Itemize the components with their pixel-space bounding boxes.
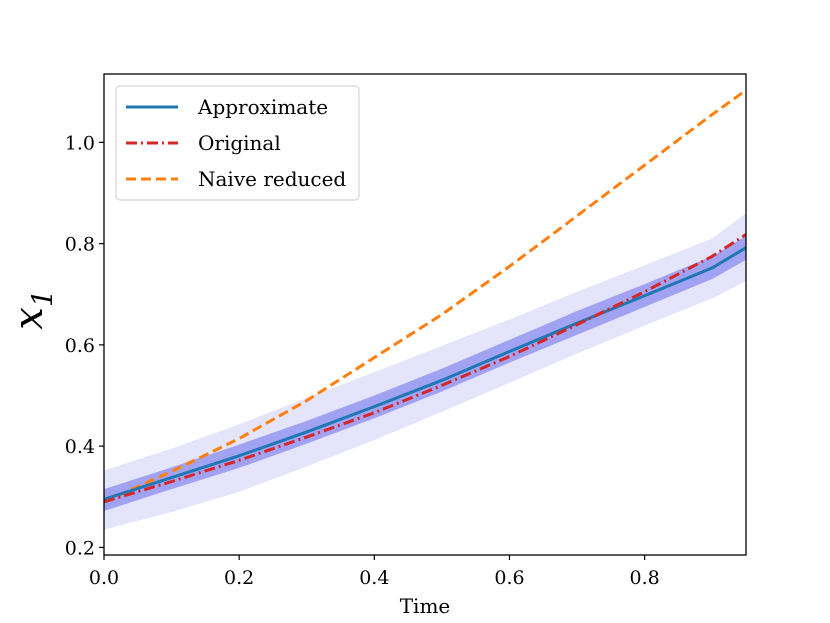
y-tick-label: 0.2 [65,537,95,559]
legend: Approximate Original Naive reduced [115,85,360,201]
inner-uncertainty-band [104,236,746,511]
x-tick-label: 0.2 [224,567,254,589]
series-line-approximate [103,246,747,501]
series-line-naive-reduced [103,88,747,504]
legend-label-original: Original [198,131,281,155]
x-tick-label: 0.0 [89,567,119,589]
x-tick-label: 0.6 [494,567,524,589]
y-axis-label-subscript: 1 [26,289,59,307]
series-line-original [103,233,747,504]
x-axis-label: Time [400,594,451,618]
y-tick-label: 1.0 [65,132,95,154]
legend-label-approximate: Approximate [197,95,328,119]
x-tick-label: 0.8 [630,567,660,589]
y-tick-label: 0.4 [65,436,95,458]
axes-frame [103,73,747,556]
legend-label-naive-reduced: Naive reduced [198,167,346,191]
y-tick-label: 0.6 [65,335,95,357]
legend-box [115,85,360,201]
uncertainty-bands [104,213,746,530]
y-axis-label: x1 [6,289,59,329]
y-tick-label: 0.8 [65,234,95,256]
series-lines [103,88,747,504]
axis-ticks: 0.0 0.2 0.4 0.6 0.8 0.2 0.4 0.6 0.8 1.0 [65,132,660,589]
y-axis-label-main: x [6,307,52,330]
outer-uncertainty-band [104,213,746,530]
x-tick-label: 0.4 [359,567,389,589]
